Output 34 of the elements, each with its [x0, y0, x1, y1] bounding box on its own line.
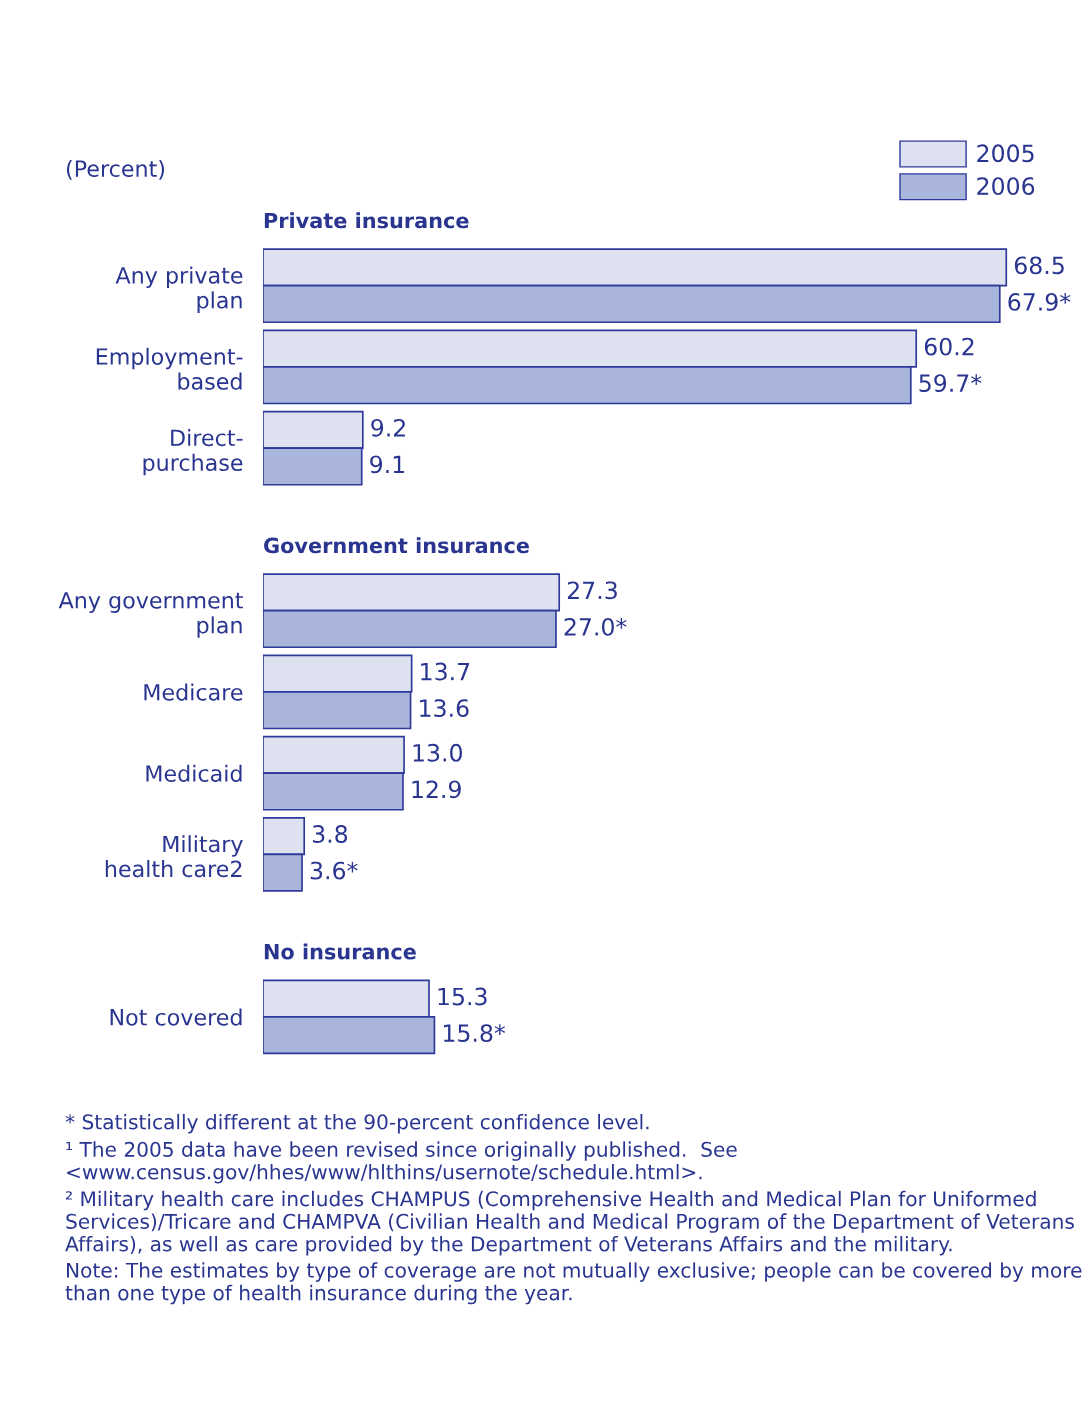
data-label: 60.2 — [924, 337, 974, 356]
legend-label: 2006 — [977, 177, 1035, 196]
annotation: No insurance — [264, 943, 416, 960]
x-axis-title: (Percent) — [66, 159, 165, 180]
data-label: 27.0* — [564, 617, 627, 636]
y-tick-label: Medicaid — [146, 764, 242, 782]
y-tick-label: Medicare — [144, 683, 243, 701]
text: ² Military health care includes CHAMPUS (Comprehensive Health and Medical Plan for Uniformed Services)/Tricare and CHAMPVA (Civilian Health and Medical Program of the Department of Veterans Affairs), as well as care provided by the Department of Veterans Affairs and the military. — [65, 1190, 1074, 1256]
data-label: 13.7 — [421, 662, 470, 681]
y-tick-label: Not covered — [110, 1008, 242, 1026]
data-label: 15.8* — [443, 1024, 506, 1043]
annotation: Government insurance — [264, 537, 529, 554]
data-label: 3.6* — [310, 861, 358, 880]
data-label: 67.9* — [1008, 292, 1071, 311]
data-label: 15.3 — [438, 987, 487, 1006]
data-label: 27.3 — [567, 581, 617, 600]
data-label: 13.0 — [413, 743, 462, 762]
data-label: 68.5 — [1014, 256, 1064, 275]
text: * Statistically different at the 90-percent confidence level. — [65, 1113, 649, 1134]
annotation: Private insurance — [264, 212, 469, 229]
data-label: 9.1 — [370, 455, 405, 474]
data-label: 3.8 — [312, 825, 348, 843]
y-tick-label: Employment- based — [96, 347, 243, 390]
text: Note: The estimates by type of coverage are not mutually exclusive; people can be covered by more than one type of health insurance during the year. — [65, 1262, 1082, 1305]
y-tick-label: Military health care2 — [105, 835, 243, 878]
data-label: 9.2 — [371, 418, 405, 437]
y-tick-label: Direct- purchase — [143, 428, 243, 476]
y-tick-label: Any government plan — [58, 592, 243, 638]
y-tick-label: Any private plan — [115, 266, 243, 313]
text: ¹ The 2005 data have been revised since originally published. See <www.census.gov/hhes/www/hlthins/usernote/schedule.html>. — [66, 1141, 737, 1184]
data-label: 12.9 — [412, 780, 461, 799]
data-label: 13.6 — [420, 699, 469, 718]
legend-label: 2005 — [977, 144, 1034, 163]
data-label: 59.7* — [919, 374, 982, 393]
